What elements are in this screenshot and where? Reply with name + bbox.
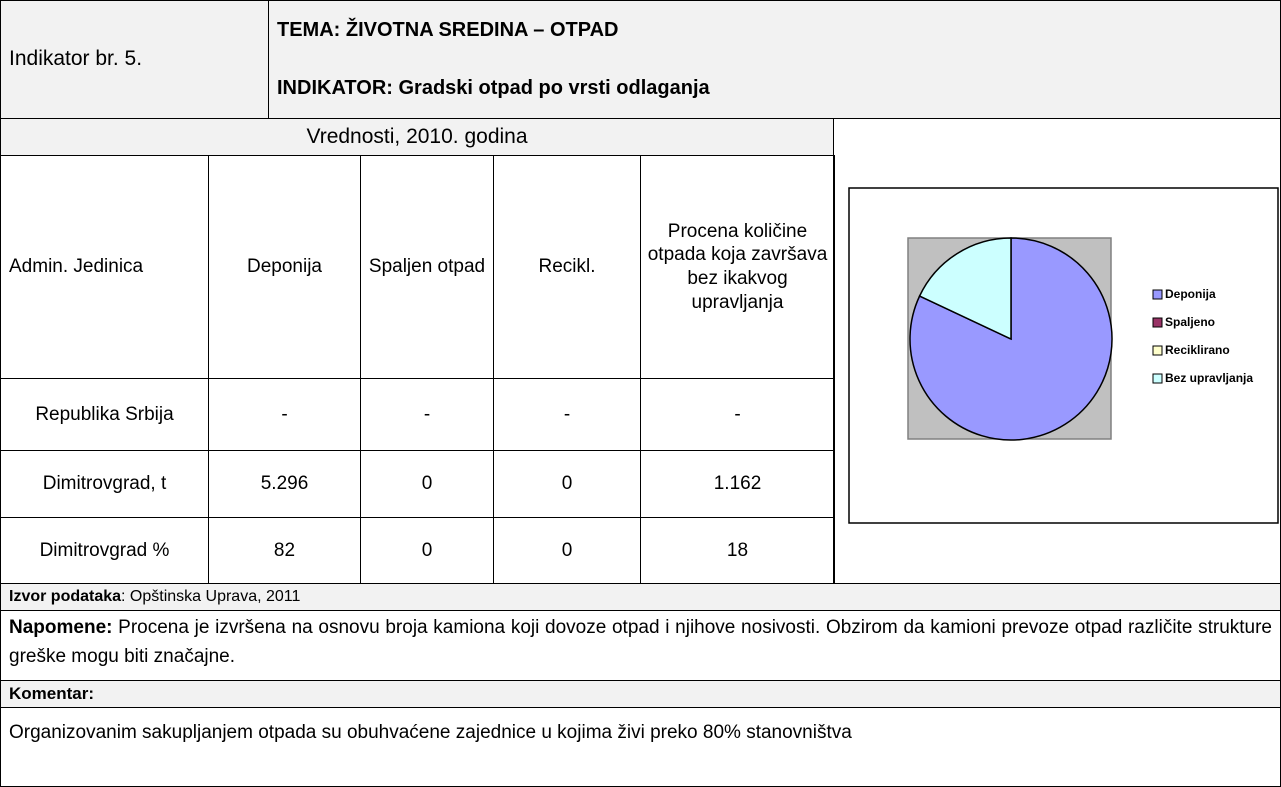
table-cell: 18	[640, 517, 835, 585]
legend-label: Deponija	[1165, 287, 1216, 301]
table-caption: Vrednosti, 2010. godina	[0, 118, 834, 156]
table-cell: 0	[360, 450, 494, 518]
source-label: Izvor podataka	[9, 588, 122, 605]
legend-label: Spaljeno	[1165, 315, 1215, 329]
table-cell: Spaljen otpad	[360, 155, 494, 379]
table-cell: Deponija	[208, 155, 361, 379]
source: Izvor podataka: Opštinska Uprava, 2011	[0, 583, 1281, 611]
legend-swatch	[1152, 373, 1163, 384]
table-cell: 5.296	[208, 450, 361, 518]
table-cell: -	[493, 378, 641, 451]
comment-label: Komentar:	[0, 680, 1281, 708]
chart: Deponija Spaljeno Reciklirano Bez upravljan…	[848, 187, 1279, 524]
notes: Napomene: Procena je izvršena na osnovu …	[0, 610, 1281, 681]
table-cell: Recikl.	[493, 155, 641, 379]
table-cell: Dimitrovgrad %	[0, 517, 209, 585]
table-cell: 0	[493, 517, 641, 585]
notes-label: Napomene:	[9, 617, 113, 638]
legend-label: Bez upravljanja	[1165, 371, 1253, 385]
table-cell: 0	[360, 517, 494, 585]
table-cell: Admin. Jedinica	[0, 155, 209, 379]
table-cell: -	[208, 378, 361, 451]
pie-slice	[918, 237, 1012, 341]
table-cell: Procena količine otpada koja završava be…	[640, 155, 835, 379]
legend-swatch	[1152, 317, 1163, 328]
header-titles: TEMA: ŽIVOTNA SREDINA – OTPAD INDIKATOR:…	[268, 0, 1281, 119]
table-cell: 1.162	[640, 450, 835, 518]
notes-text: Procena je izvršena na osnovu broja kami…	[9, 617, 1272, 668]
table-cell: Republika Srbija	[0, 378, 209, 451]
source-text: : Opštinska Uprava, 2011	[121, 588, 301, 605]
legend-swatch	[1152, 289, 1163, 300]
indicator: INDIKATOR: Gradski otpad po vrsti odlaga…	[277, 77, 710, 100]
comment-text: Organizovanim sakupljanjem otpada su obu…	[0, 707, 1281, 787]
table-cell: 82	[208, 517, 361, 585]
table-cell: 0	[493, 450, 641, 518]
legend-swatch	[1152, 345, 1163, 356]
legend-label: Reciklirano	[1165, 343, 1230, 357]
table-cell: Dimitrovgrad, t	[0, 450, 209, 518]
table-cell: -	[360, 378, 494, 451]
table-cell: -	[640, 378, 835, 451]
indicator-no: Indikator br. 5.	[0, 0, 269, 119]
theme: TEMA: ŽIVOTNA SREDINA – OTPAD	[277, 18, 619, 41]
chart-cell: Deponija Spaljeno Reciklirano Bez upravljan…	[833, 118, 1281, 584]
